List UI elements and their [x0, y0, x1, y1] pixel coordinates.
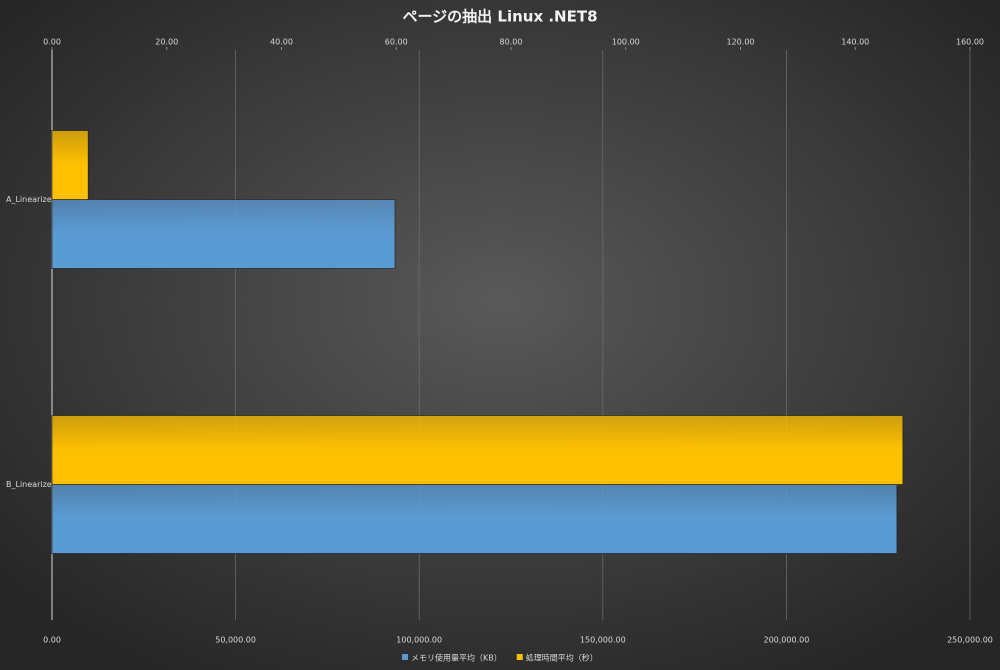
- x-tick-label: 100,000.00: [396, 636, 442, 645]
- bar: [51, 199, 396, 269]
- x-tick-label: 50,000.00: [215, 636, 256, 645]
- x2-tick-label: 100.00: [612, 38, 640, 47]
- x-tick-label: 0.00: [43, 636, 61, 645]
- x2-tick-label: 0.00: [43, 38, 61, 47]
- x2-tick-label: 120.00: [727, 38, 755, 47]
- y-tick-label: B_Linearize: [6, 480, 52, 489]
- x2-tick-label: 80.00: [500, 38, 523, 47]
- chart-title: ページの抽出 Linux .NET8: [402, 8, 597, 26]
- x2-tick-label: 40.00: [270, 38, 293, 47]
- legend-label: メモリ使用量平均（KB）: [411, 653, 502, 663]
- x-tick-label: 250,000.00: [947, 636, 993, 645]
- x2-tick-label: 160.00: [956, 38, 984, 47]
- x-tick-label: 200,000.00: [763, 636, 809, 645]
- x-tick-label: 150,000.00: [580, 636, 626, 645]
- x2-tick-label: 20.00: [155, 38, 178, 47]
- x2-tick-label: 60.00: [385, 38, 408, 47]
- legend-label: 処理時間平均（秒）: [526, 653, 598, 663]
- bar: [51, 130, 89, 200]
- bar: [51, 415, 904, 485]
- bar: [51, 484, 898, 554]
- y-tick-label: A_Linearize: [6, 195, 52, 204]
- x2-tick-label: 140.00: [841, 38, 869, 47]
- legend-swatch: [516, 654, 523, 660]
- legend-swatch: [402, 654, 408, 660]
